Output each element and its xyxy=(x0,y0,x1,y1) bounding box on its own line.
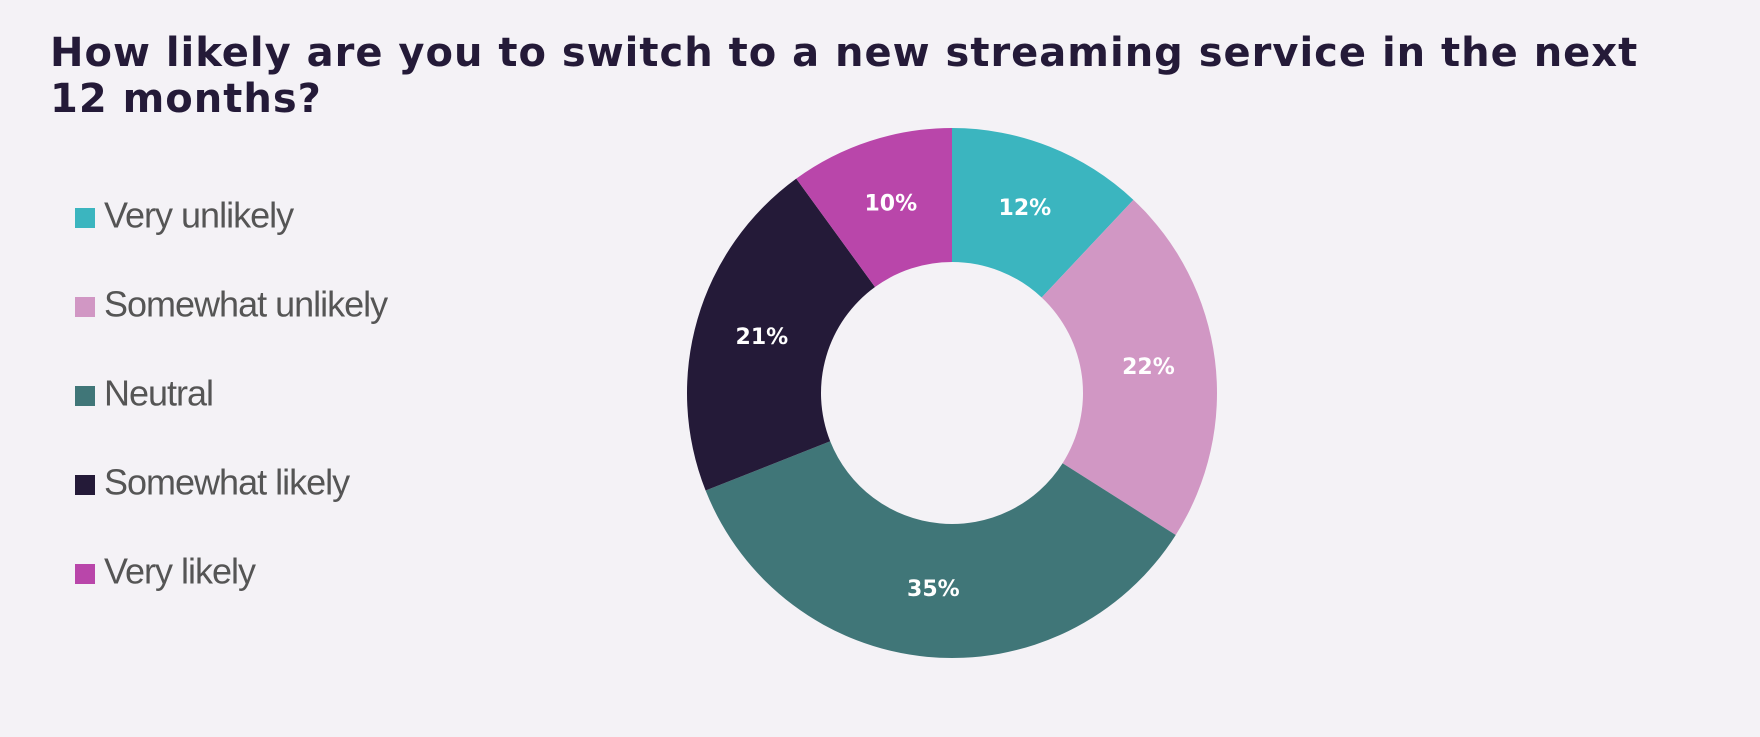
donut-slice xyxy=(705,441,1176,658)
slice-label: 10% xyxy=(864,192,917,217)
slice-label: 35% xyxy=(907,577,960,602)
slice-label: 21% xyxy=(736,325,789,350)
legend-swatch xyxy=(75,208,95,228)
donut-slice xyxy=(1041,199,1218,535)
donut-slice xyxy=(796,128,952,288)
legend-swatch xyxy=(75,297,95,317)
chart-title: How likely are you to switch to a new st… xyxy=(50,30,1639,122)
slice-label: 22% xyxy=(1122,355,1175,380)
legend-label: Somewhat likely xyxy=(104,462,350,503)
donut-slice xyxy=(687,178,876,491)
legend-swatch xyxy=(75,564,95,584)
slice-label: 12% xyxy=(999,196,1052,221)
legend-swatch xyxy=(75,475,95,495)
legend-label: Somewhat unlikely xyxy=(104,284,388,325)
legend-label: Neutral xyxy=(104,373,213,414)
legend-label: Very likely xyxy=(104,551,256,592)
donut-slice xyxy=(952,128,1134,298)
legend-label: Very unlikely xyxy=(104,195,294,236)
legend-swatch xyxy=(75,386,95,406)
